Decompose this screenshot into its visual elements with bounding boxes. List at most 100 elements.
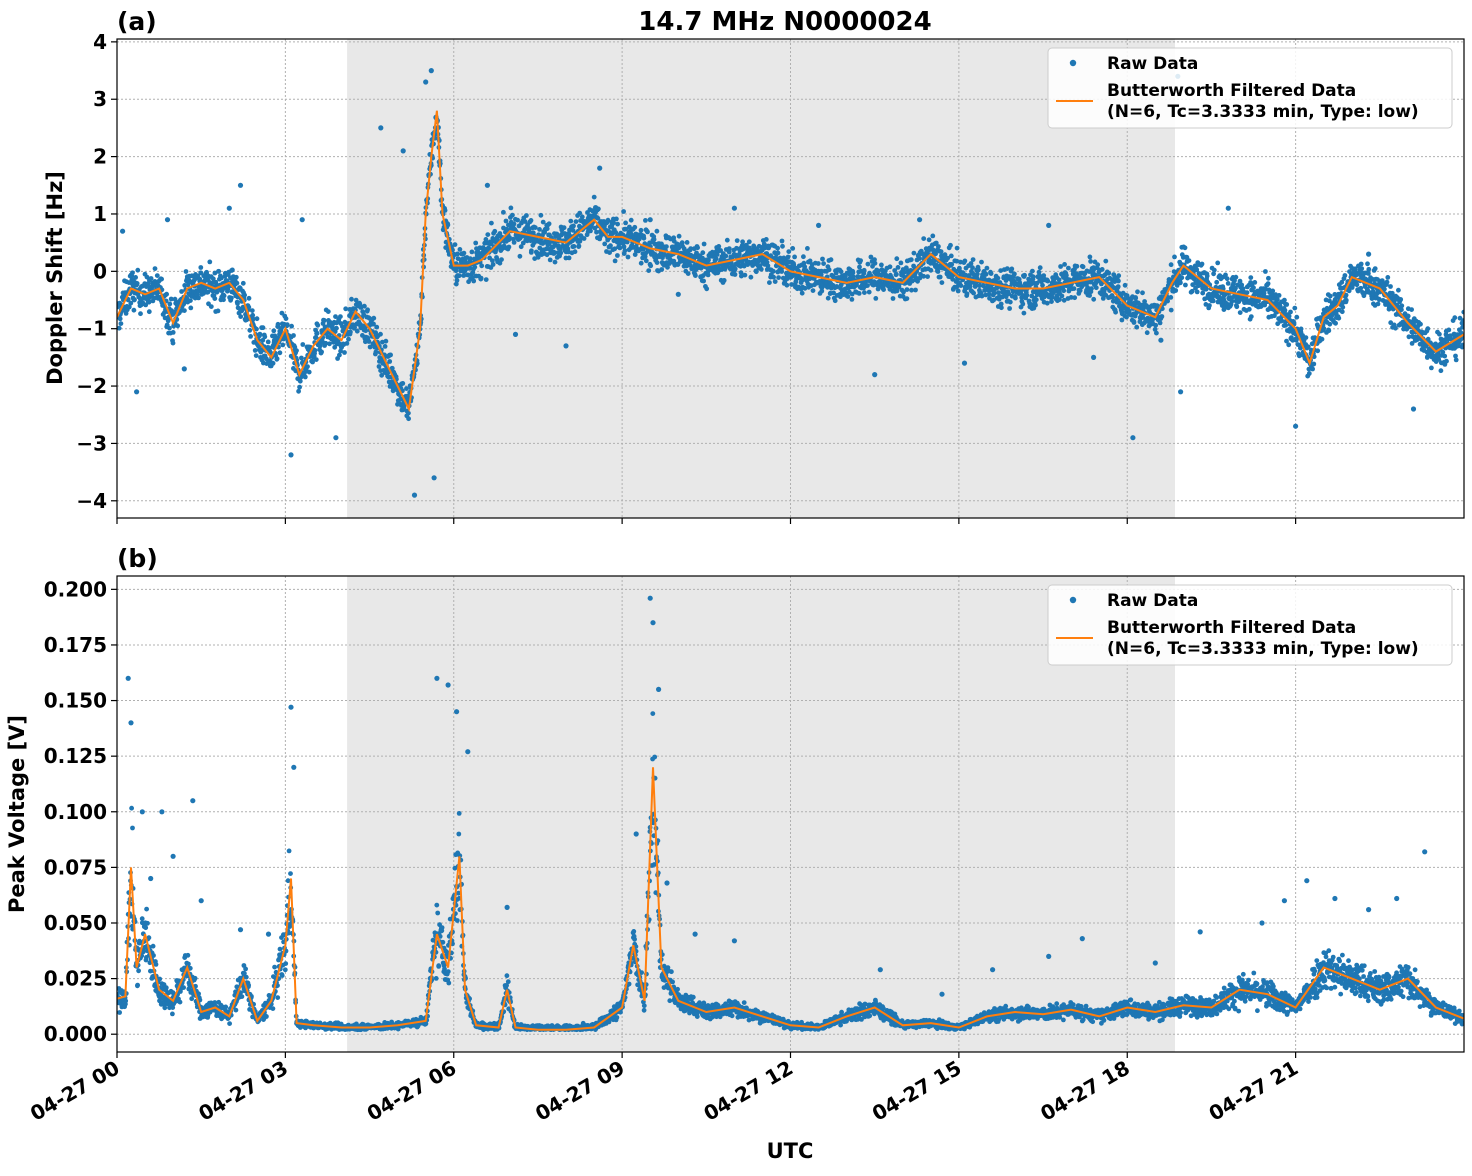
raw-data-point: [362, 304, 367, 309]
raw-data-point: [412, 493, 417, 498]
panel-label-a: (a): [117, 7, 157, 36]
raw-data-point: [300, 342, 305, 347]
raw-data-point: [1183, 283, 1188, 288]
raw-data-point: [548, 258, 553, 263]
raw-data-point: [432, 475, 437, 480]
raw-data-point: [1315, 348, 1320, 353]
raw-data-point: [1328, 294, 1333, 299]
raw-data-point: [905, 296, 910, 301]
raw-data-point: [881, 287, 886, 292]
raw-data-point: [963, 259, 968, 264]
raw-data-point: [1230, 299, 1235, 304]
raw-data-point: [1081, 264, 1086, 269]
raw-data-point: [925, 274, 930, 279]
raw-data-point: [1178, 280, 1183, 285]
raw-data-point: [1294, 315, 1299, 320]
raw-data-point: [334, 326, 339, 331]
raw-data-point: [186, 962, 191, 967]
raw-data-point: [677, 234, 682, 239]
raw-data-point: [135, 983, 140, 988]
raw-data-point: [1266, 281, 1271, 286]
raw-data-point: [1103, 259, 1108, 264]
raw-data-point: [1245, 290, 1250, 295]
raw-data-point: [207, 260, 212, 265]
raw-data-point: [305, 364, 310, 369]
raw-data-point: [132, 308, 137, 313]
raw-data-point: [250, 308, 255, 313]
raw-data-point: [821, 261, 826, 266]
raw-data-point: [985, 266, 990, 271]
raw-data-point: [1249, 314, 1254, 319]
raw-data-point: [1038, 265, 1043, 270]
raw-data-point: [801, 254, 806, 259]
raw-data-point: [1049, 299, 1054, 304]
raw-data-point: [472, 265, 477, 270]
raw-data-point: [580, 215, 585, 220]
raw-data-point: [866, 262, 871, 267]
raw-data-point: [1238, 310, 1243, 315]
raw-data-point: [1234, 275, 1239, 280]
raw-data-point: [929, 268, 934, 273]
raw-data-point: [170, 1012, 175, 1017]
raw-data-point: [512, 222, 517, 227]
raw-data-point: [1046, 223, 1051, 228]
raw-data-point: [529, 218, 534, 223]
raw-data-point: [644, 258, 649, 263]
raw-data-point: [1336, 316, 1341, 321]
y-tick-label: −1: [76, 317, 107, 341]
raw-data-point: [773, 279, 778, 284]
raw-data-point: [1200, 262, 1205, 267]
raw-data-point: [962, 361, 967, 366]
raw-data-point: [1116, 284, 1121, 289]
y-tick-label: −4: [76, 489, 107, 513]
raw-data-point: [1100, 267, 1105, 272]
raw-data-point: [238, 314, 243, 319]
raw-data-point: [537, 227, 542, 232]
raw-data-point: [333, 435, 338, 440]
raw-data-point: [1284, 302, 1289, 307]
raw-data-point: [1418, 322, 1423, 327]
raw-data-point: [723, 254, 728, 259]
raw-data-point: [1088, 259, 1093, 264]
raw-data-point: [1207, 303, 1212, 308]
raw-data-point: [355, 329, 360, 334]
raw-data-point: [948, 243, 953, 248]
raw-data-point: [188, 306, 193, 311]
raw-data-point: [704, 286, 709, 291]
raw-data-point: [1132, 320, 1137, 325]
raw-data-point: [826, 296, 831, 301]
raw-data-point: [816, 261, 821, 266]
raw-data-point: [1172, 255, 1177, 260]
raw-data-point: [149, 276, 154, 281]
raw-data-point: [133, 275, 138, 280]
raw-data-point: [965, 291, 970, 296]
raw-data-point: [862, 290, 867, 295]
raw-data-point: [209, 304, 214, 309]
raw-data-point: [896, 265, 901, 270]
raw-data-point: [645, 230, 650, 235]
raw-data-point: [1030, 269, 1035, 274]
raw-data-point: [182, 366, 187, 371]
raw-data-point: [471, 279, 476, 284]
raw-data-point: [816, 223, 821, 228]
raw-data-point: [186, 953, 191, 958]
raw-data-point: [733, 272, 738, 277]
raw-data-point: [659, 267, 664, 272]
raw-data-point: [507, 245, 512, 250]
raw-data-point: [664, 244, 669, 249]
raw-data-point: [558, 251, 563, 256]
raw-data-point: [1225, 276, 1230, 281]
raw-data-point: [175, 323, 180, 328]
raw-data-point: [499, 257, 504, 262]
raw-data-point: [1359, 262, 1364, 267]
raw-data-point: [775, 246, 780, 251]
raw-data-point: [314, 357, 319, 362]
raw-data-point: [1204, 287, 1209, 292]
raw-data-point: [655, 260, 660, 265]
raw-data-point: [1399, 303, 1404, 308]
raw-data-point: [1116, 279, 1121, 284]
raw-data-point: [865, 283, 870, 288]
raw-data-point: [927, 237, 932, 242]
raw-data-point: [626, 255, 631, 260]
raw-data-point: [790, 246, 795, 251]
